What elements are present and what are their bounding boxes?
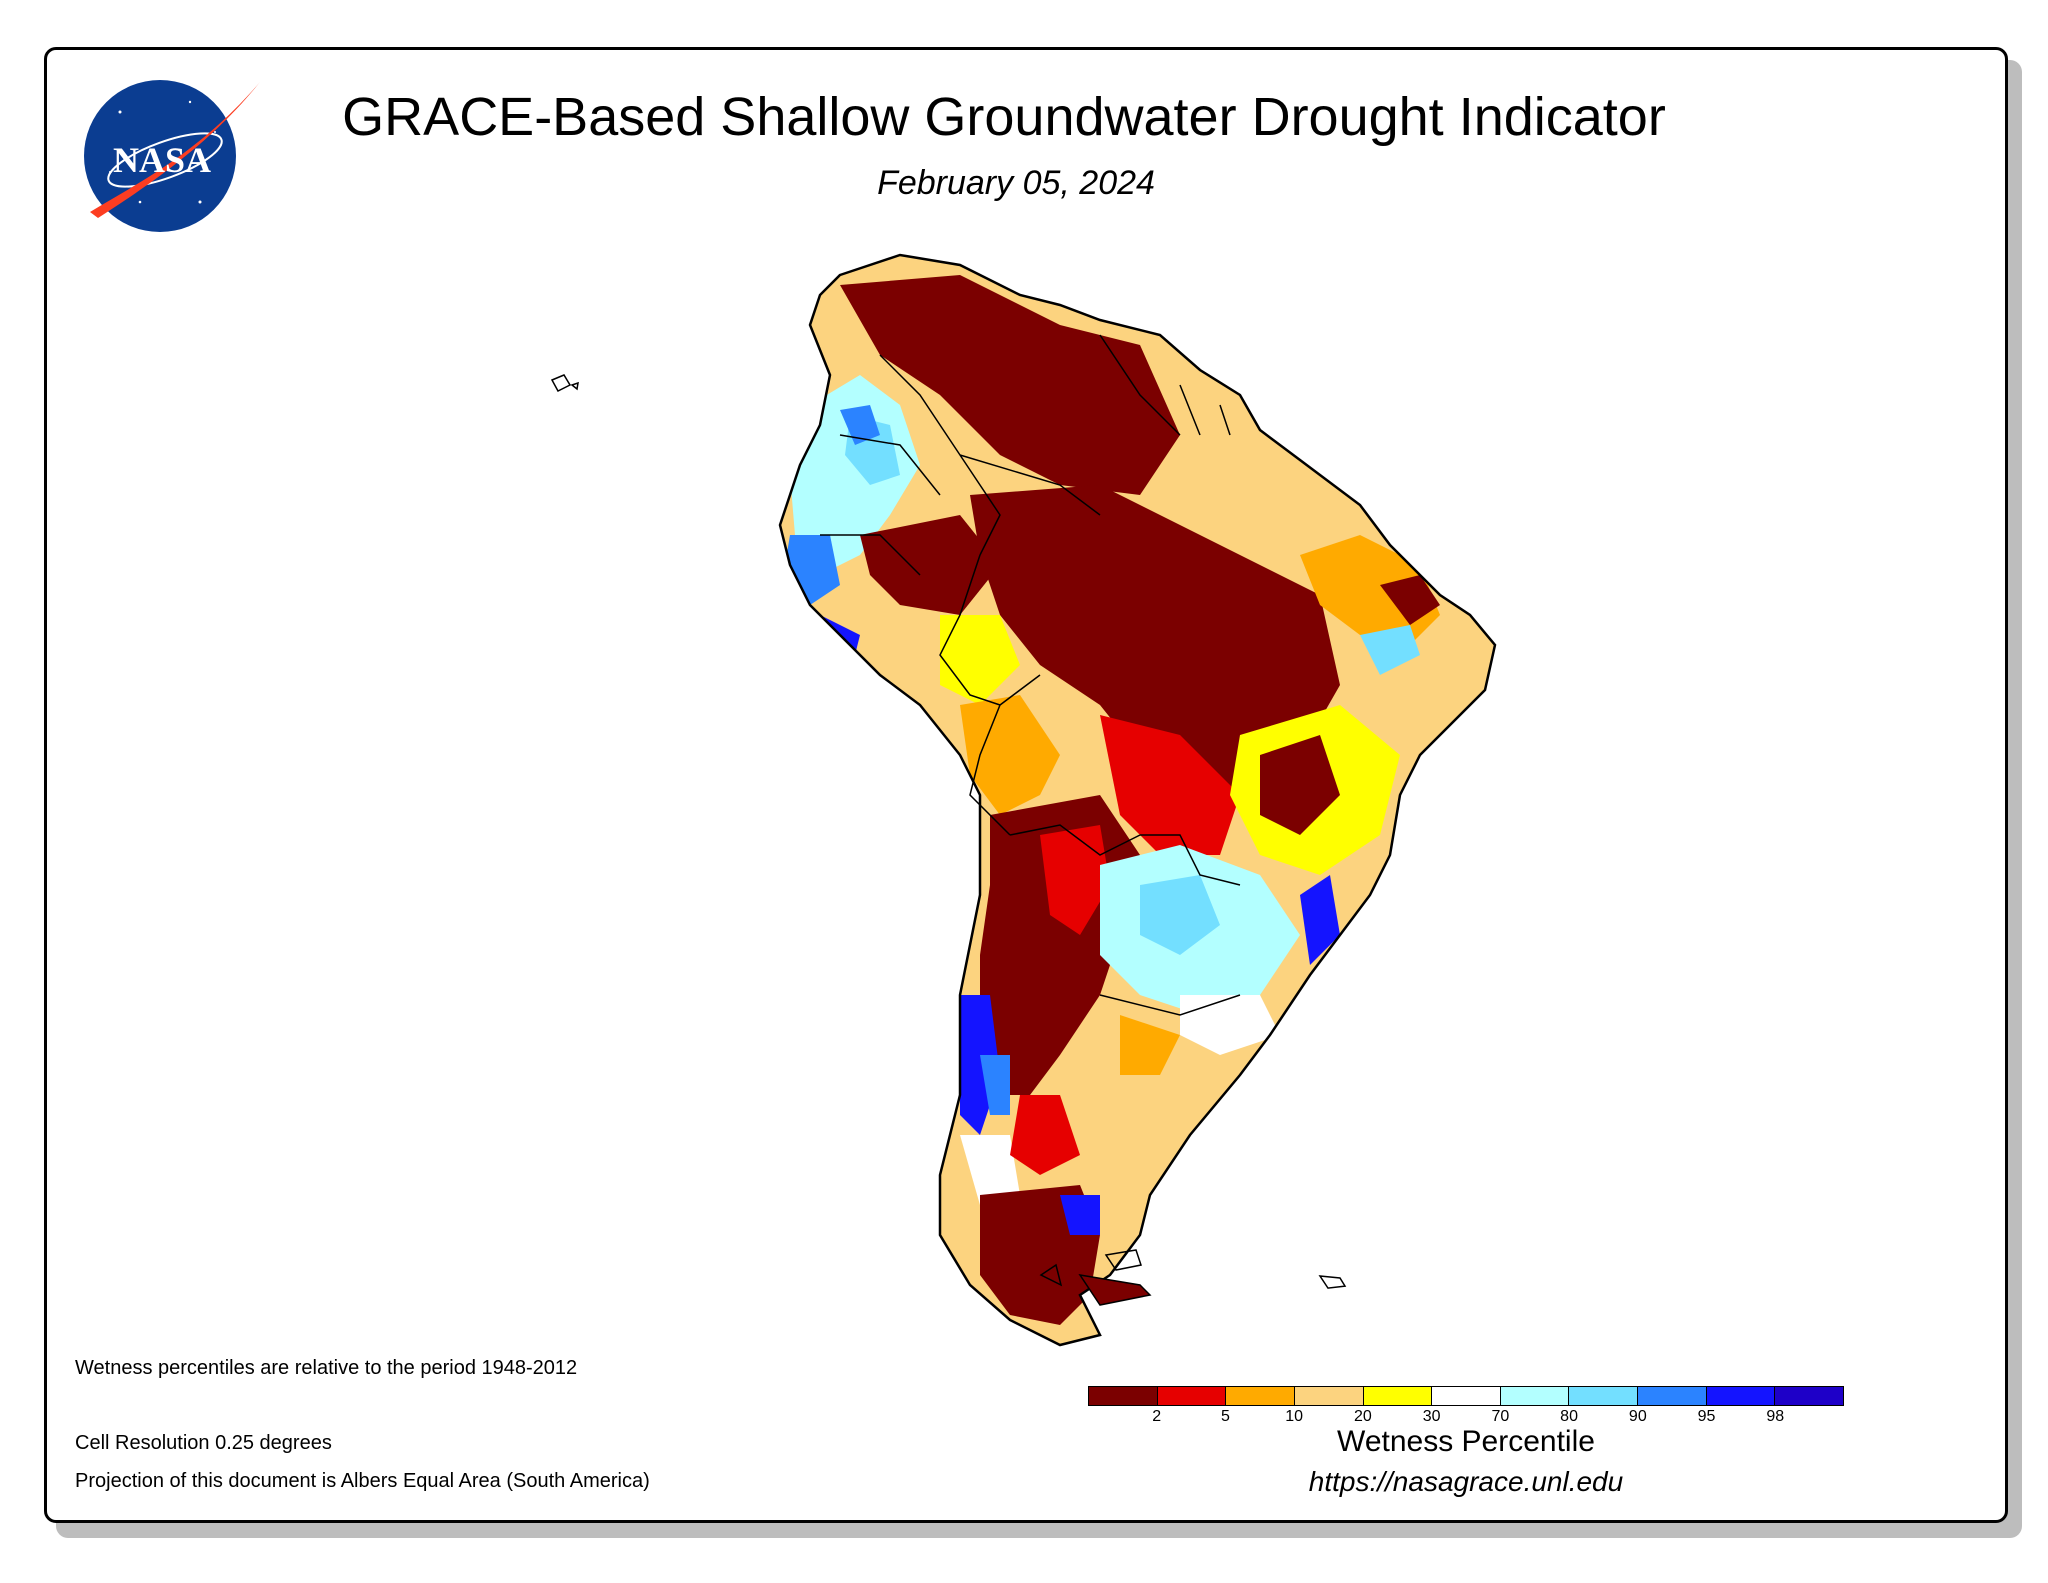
- legend-swatch: [1775, 1387, 1844, 1405]
- legend-swatch: [1638, 1387, 1707, 1405]
- legend-tick-label: 2: [1152, 1408, 1162, 1425]
- legend-tick-label: 95: [1697, 1408, 1716, 1425]
- south-america-map: [550, 253, 1497, 1347]
- map-title: GRACE-Based Shallow Groundwater Drought …: [342, 87, 1666, 147]
- wetness-legend-bar: [1088, 1386, 1844, 1406]
- resolution-note: Cell Resolution 0.25 degrees: [75, 1432, 332, 1454]
- map-date: February 05, 2024: [877, 164, 1155, 202]
- legend-swatch: [1706, 1387, 1776, 1405]
- projection-note: Projection of this document is Albers Eq…: [75, 1470, 650, 1492]
- legend-tick-label: 5: [1221, 1408, 1230, 1425]
- legend-swatch: [1089, 1387, 1158, 1405]
- legend-tick-label: 98: [1766, 1408, 1785, 1425]
- legend-tick-label: 20: [1354, 1408, 1372, 1425]
- legend-swatch: [1500, 1387, 1570, 1405]
- legend-ticks: 2 5 10 20 30 70 80 90 95 98: [1088, 1406, 1844, 1428]
- period-note: Wetness percentiles are relative to the …: [75, 1357, 578, 1379]
- source-url[interactable]: https://nasagrace.unl.edu: [1308, 1466, 1624, 1497]
- legend-swatch: [1363, 1387, 1433, 1405]
- legend-tick-label: 80: [1560, 1408, 1578, 1425]
- legend-tick-label: 10: [1285, 1408, 1304, 1425]
- legend-swatch: [1432, 1387, 1501, 1405]
- legend-swatch: [1226, 1387, 1295, 1405]
- svg-text:NASA: NASA: [113, 140, 211, 180]
- legend-swatch: [1157, 1387, 1227, 1405]
- legend-title: Wetness Percentile: [1337, 1425, 1595, 1458]
- legend-tick-label: 70: [1491, 1408, 1510, 1425]
- legend-swatch: [1569, 1387, 1639, 1405]
- legend-tick-label: 30: [1422, 1408, 1441, 1425]
- legend-tick-label: 90: [1628, 1408, 1647, 1425]
- nasa-logo: NASA: [84, 80, 260, 232]
- legend-swatch: [1294, 1387, 1364, 1405]
